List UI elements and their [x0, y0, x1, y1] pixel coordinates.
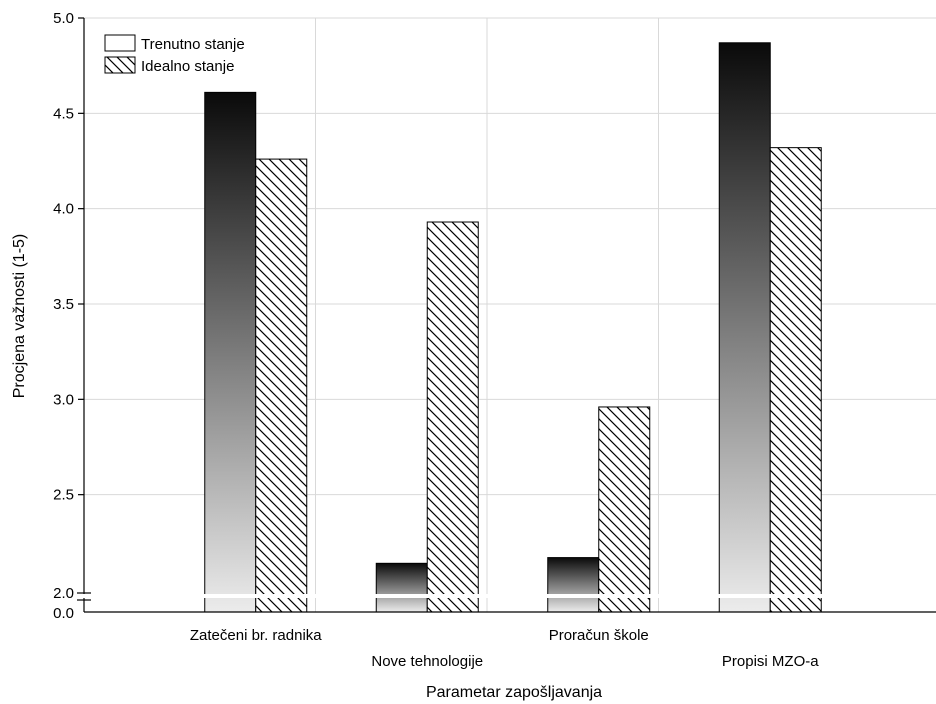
legend-swatch-idealno	[104, 56, 136, 74]
bar-idealno-1	[426, 221, 479, 613]
y-ticks: 2.0 2.5 3.0 3.5 4.0 4.5 5.0	[53, 10, 84, 602]
x-tick-label: Nove tehnologije	[371, 653, 483, 670]
y-tick-label: 4.5	[53, 105, 74, 122]
y-tick-label: 4.0	[53, 201, 74, 218]
legend-label-trenutno: Trenutno stanje	[141, 36, 245, 53]
legend-label-idealno: Idealno stanje	[141, 58, 234, 75]
y-axis-title: Procjena važnosti (1-5)	[11, 234, 28, 399]
x-tick-labels: Zatečeni br. radnika Nove tehnologije Pror…	[190, 627, 819, 670]
bar-trenutno-2	[547, 557, 600, 613]
x-tick-label: Proračun škole	[549, 627, 649, 644]
x-axis-title: Parametar zapošljavanja	[426, 684, 602, 701]
bar-trenutno-3	[718, 42, 771, 613]
bar-trenutno-0	[204, 91, 257, 613]
x-tick-label: Zatečeni br. radnika	[190, 627, 322, 644]
bar-idealno-2	[598, 406, 651, 613]
bar-trenutno-1	[375, 562, 428, 613]
legend-swatch-trenutno	[104, 34, 136, 52]
y-tick-label: 5.0	[53, 10, 74, 27]
bar-idealno-3	[769, 147, 822, 613]
legend: Trenutno stanje Idealno stanje	[104, 34, 245, 75]
y-break-label: 0.0	[53, 605, 74, 622]
y-tick-label: 3.5	[53, 296, 74, 313]
bar-idealno-0	[255, 158, 308, 613]
x-tick-label: Propisi MZO-a	[722, 653, 819, 670]
bars	[204, 42, 822, 613]
y-tick-label: 2.5	[53, 487, 74, 504]
y-tick-label: 3.0	[53, 391, 74, 408]
y-tick-label: 2.0	[53, 585, 74, 602]
